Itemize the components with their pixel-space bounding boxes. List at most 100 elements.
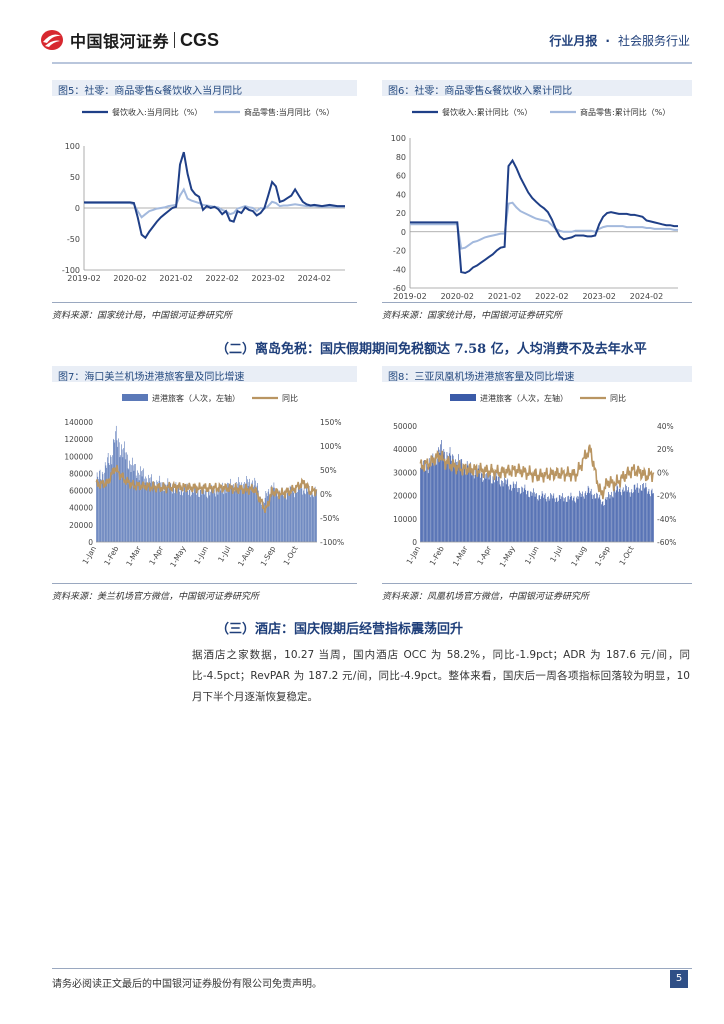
passenger-bar bbox=[615, 492, 616, 542]
passenger-bar bbox=[452, 454, 453, 542]
passenger-bar bbox=[117, 446, 119, 542]
passenger-bar bbox=[129, 464, 131, 542]
passenger-bar bbox=[139, 474, 141, 542]
passenger-bar bbox=[167, 478, 169, 542]
passenger-bar bbox=[100, 479, 102, 542]
passenger-bar bbox=[484, 472, 485, 542]
passenger-bar bbox=[540, 496, 542, 542]
passenger-bar bbox=[268, 489, 270, 542]
passenger-bar bbox=[115, 425, 117, 542]
passenger-bar bbox=[251, 482, 253, 542]
passenger-bar bbox=[99, 469, 101, 542]
passenger-bar bbox=[233, 484, 234, 542]
passenger-bar bbox=[196, 490, 198, 542]
passenger-bar bbox=[625, 484, 626, 542]
passenger-bar bbox=[114, 442, 116, 542]
passenger-bar bbox=[210, 484, 212, 542]
x-tick-label: 1-Jan bbox=[81, 544, 99, 566]
passenger-bar bbox=[445, 463, 446, 542]
passenger-bar bbox=[245, 483, 247, 542]
passenger-bar bbox=[283, 493, 285, 542]
passenger-bar bbox=[511, 490, 512, 542]
passenger-bar bbox=[278, 498, 279, 542]
passenger-bar bbox=[610, 495, 612, 542]
passenger-bar bbox=[467, 465, 469, 542]
x-tick-label: 1-Jul bbox=[548, 545, 564, 564]
hotel-paragraph: 据酒店之家数据，10.27 当周，国内酒店 OCC 为 58.2%，同比-1.9… bbox=[192, 649, 690, 703]
y-left-tick-label: 80000 bbox=[69, 469, 93, 478]
passenger-bar bbox=[440, 444, 441, 542]
passenger-bar bbox=[160, 482, 161, 542]
passenger-bar bbox=[636, 483, 638, 542]
passenger-bar bbox=[104, 462, 106, 542]
passenger-bar bbox=[512, 488, 513, 542]
passenger-bar bbox=[605, 497, 607, 542]
passenger-bar bbox=[256, 485, 258, 542]
legend-label: 商品零售:累计同比（%） bbox=[580, 107, 670, 117]
passenger-bar bbox=[439, 453, 441, 542]
passenger-bar bbox=[224, 488, 225, 542]
passenger-bar bbox=[483, 480, 484, 542]
passenger-bar bbox=[448, 461, 449, 542]
passenger-bar bbox=[110, 456, 112, 542]
legend-label: 进港旅客（人次，左轴） bbox=[152, 393, 240, 403]
passenger-bar bbox=[551, 494, 552, 542]
passenger-bar bbox=[113, 440, 115, 542]
passenger-bar bbox=[134, 464, 135, 542]
y-right-tick-label: -40% bbox=[657, 515, 676, 524]
passenger-bar bbox=[436, 464, 438, 542]
passenger-bar bbox=[434, 455, 436, 542]
passenger-bar bbox=[502, 486, 504, 542]
passenger-bar bbox=[127, 454, 128, 542]
x-tick-label: 2020-02 bbox=[441, 292, 474, 300]
passenger-bar bbox=[130, 472, 132, 542]
passenger-bar bbox=[146, 478, 147, 542]
x-tick-label: 1-May bbox=[498, 544, 518, 569]
passenger-bar bbox=[168, 483, 169, 542]
passenger-bar bbox=[164, 483, 166, 542]
y-left-tick-label: 10000 bbox=[393, 515, 417, 524]
passenger-bar bbox=[568, 495, 569, 542]
passenger-bar bbox=[491, 483, 492, 542]
passenger-bar bbox=[437, 458, 438, 542]
passenger-bar bbox=[498, 476, 500, 542]
passenger-bar bbox=[587, 492, 588, 542]
passenger-bar bbox=[279, 490, 281, 542]
passenger-bar bbox=[266, 493, 267, 542]
passenger-bar bbox=[530, 491, 531, 542]
passenger-bar bbox=[303, 487, 305, 542]
passenger-bar bbox=[651, 488, 653, 542]
passenger-bar bbox=[125, 459, 127, 542]
y-right-tick-label: 40% bbox=[657, 422, 674, 431]
x-tick-label: 1-Jul bbox=[216, 544, 232, 563]
galaxy-logo-icon bbox=[41, 30, 63, 50]
passenger-bar bbox=[526, 490, 528, 542]
passenger-bar bbox=[248, 482, 250, 542]
passenger-bar bbox=[595, 498, 597, 542]
passenger-bar bbox=[507, 478, 509, 542]
passenger-bar bbox=[480, 472, 482, 542]
passenger-bar bbox=[650, 490, 652, 542]
passenger-bar bbox=[608, 494, 610, 542]
passenger-bar bbox=[572, 500, 573, 542]
passenger-bar bbox=[227, 483, 229, 542]
y-right-tick-label: -100% bbox=[320, 538, 344, 547]
passenger-bar bbox=[147, 483, 149, 542]
passenger-bar bbox=[544, 494, 545, 542]
passenger-bar bbox=[496, 476, 498, 542]
passenger-bar bbox=[272, 487, 274, 542]
passenger-bar bbox=[497, 481, 498, 542]
passenger-bar bbox=[452, 455, 454, 542]
passenger-bar bbox=[446, 452, 448, 542]
x-tick-label: 1-Mar bbox=[124, 544, 143, 568]
passenger-bar bbox=[501, 480, 502, 542]
passenger-bar bbox=[441, 450, 443, 542]
y-left-tick-label: 120000 bbox=[64, 435, 93, 444]
passenger-bar bbox=[592, 498, 594, 542]
passenger-bar bbox=[180, 494, 181, 542]
passenger-bar bbox=[111, 464, 113, 542]
figure-title: 图5：社零：商品零售&餐饮收入当月同比 bbox=[52, 80, 357, 96]
passenger-bar bbox=[209, 495, 211, 542]
passenger-bar bbox=[540, 499, 541, 542]
passenger-bar bbox=[564, 498, 565, 542]
